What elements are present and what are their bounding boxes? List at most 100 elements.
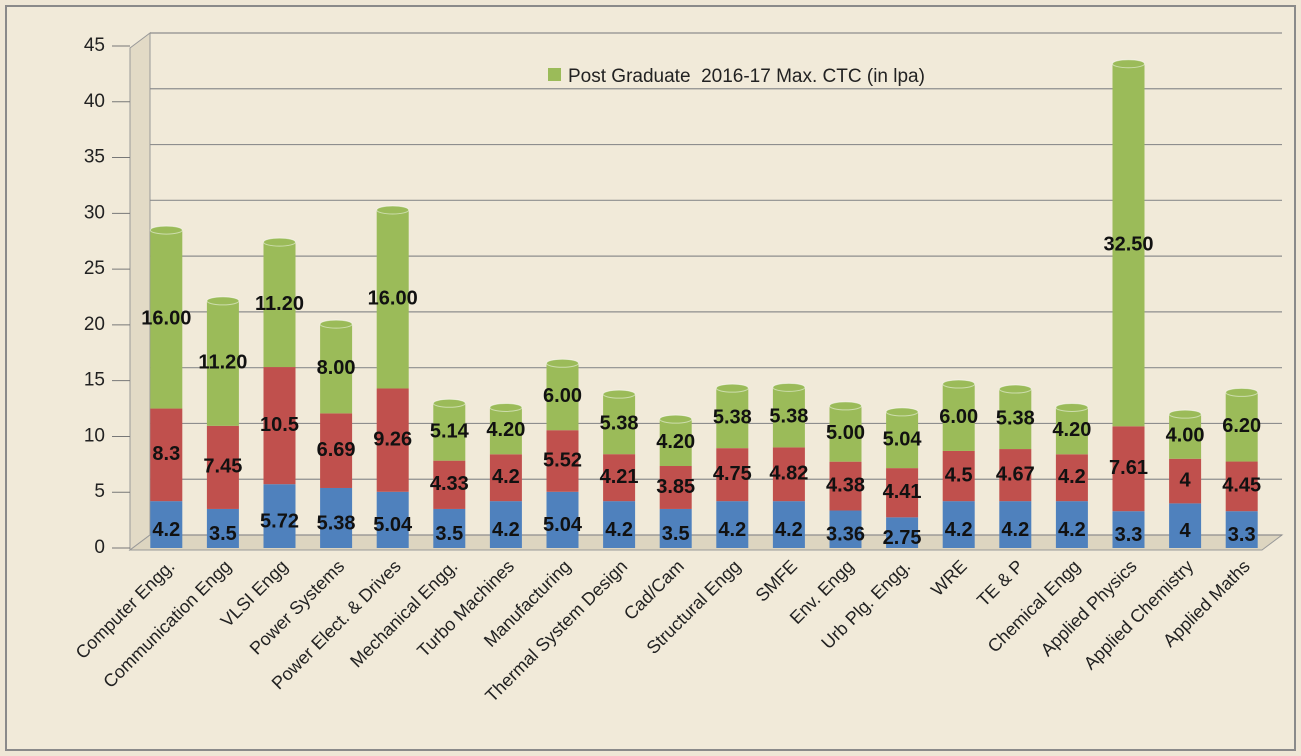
bar-segment <box>1225 511 1258 548</box>
bar-segment <box>263 484 296 548</box>
bar-top <box>376 205 410 215</box>
data-label: 5.38 <box>769 406 808 428</box>
bar-segment <box>433 508 466 548</box>
bar-top <box>149 225 183 235</box>
bar-top <box>1112 59 1145 69</box>
data-label: 4.2 <box>775 519 803 541</box>
data-label: 5.72 <box>260 510 299 532</box>
data-label: 5.38 <box>600 412 639 434</box>
data-label: 3.5 <box>662 523 690 545</box>
bar-top <box>829 401 862 411</box>
bar-segment <box>263 367 296 485</box>
data-label: 2.75 <box>883 527 922 549</box>
bar-segment <box>263 242 296 368</box>
bar-top <box>772 382 806 392</box>
bar-top <box>602 389 636 399</box>
data-label: 11.20 <box>255 293 304 315</box>
data-label: 7.61 <box>1109 457 1148 479</box>
bar-segment <box>829 405 862 462</box>
data-label: 3.85 <box>656 476 695 498</box>
data-label: 3.36 <box>826 524 865 546</box>
y-tick-label: 45 <box>84 35 105 56</box>
bar-segment <box>150 501 183 548</box>
bar-segment <box>886 517 919 548</box>
legend: Post Graduate 2016-17 Max. CTC (in lpa) <box>548 62 928 92</box>
bar-segment <box>829 510 862 548</box>
bar-segment <box>999 389 1032 450</box>
data-label: 11.20 <box>198 352 247 374</box>
data-label: 4.2 <box>152 519 180 541</box>
data-label: 3.5 <box>209 523 237 545</box>
bar-segment <box>603 394 636 455</box>
data-label: 5.04 <box>373 514 413 536</box>
bar-segment <box>546 491 579 548</box>
bar-segment <box>320 413 353 488</box>
bar-top <box>998 384 1032 394</box>
bar-segment <box>772 387 805 448</box>
data-label: 4.21 <box>600 466 639 488</box>
bar-segment <box>659 419 692 467</box>
data-label: 4.2 <box>1001 519 1029 541</box>
bar-top <box>263 237 296 247</box>
bar-segment <box>1055 407 1088 455</box>
bar-top <box>206 296 240 306</box>
data-label: 32.50 <box>1103 233 1153 255</box>
data-label: 3.3 <box>1115 524 1143 546</box>
bar-segment <box>206 425 239 509</box>
data-label: 5.38 <box>713 406 752 428</box>
data-label: 4.67 <box>996 463 1035 485</box>
bar-segment <box>716 501 749 548</box>
bar-segment <box>376 491 409 548</box>
bar-top <box>942 379 976 389</box>
data-label: 4.00 <box>1166 425 1205 447</box>
bar-segment <box>999 501 1032 548</box>
data-label: 4.2 <box>945 519 973 541</box>
data-label: 4.2 <box>605 519 633 541</box>
bar-segment <box>320 487 353 548</box>
bar-segment <box>716 448 749 502</box>
data-label: 4.20 <box>1052 419 1091 441</box>
data-label: 4.2 <box>1058 519 1086 541</box>
bar-segment <box>1169 503 1202 548</box>
bar-top <box>319 319 353 329</box>
data-label: 16.00 <box>368 288 418 310</box>
bar-segment <box>1055 501 1088 548</box>
data-label: 5.04 <box>883 428 923 450</box>
bar-segment <box>942 384 975 451</box>
bar-segment <box>546 363 579 431</box>
bar-segment <box>1112 511 1145 548</box>
legend-swatch <box>548 68 561 81</box>
data-label: 5.38 <box>317 512 356 534</box>
bar-top <box>1168 409 1202 419</box>
bar-top <box>489 402 523 412</box>
bar-segment <box>716 388 749 449</box>
bar-segment <box>886 411 919 469</box>
bar-top <box>546 358 579 368</box>
bar-segment <box>603 454 636 502</box>
data-label: 9.26 <box>373 428 412 450</box>
data-label: 4.5 <box>945 464 973 486</box>
bar-segment <box>772 501 805 548</box>
data-label: 16.00 <box>141 308 191 330</box>
bar-segment <box>489 501 522 548</box>
bar-segment <box>1169 458 1202 504</box>
data-label: 5.52 <box>543 449 582 471</box>
y-tick-label: 40 <box>84 91 105 112</box>
data-label: 4.38 <box>826 474 865 496</box>
y-tick-label: 35 <box>84 147 105 168</box>
data-label: 6.69 <box>317 439 356 461</box>
bar-top <box>659 414 693 424</box>
bar-segment <box>999 449 1032 502</box>
bar-top <box>715 383 749 393</box>
data-label: 8.3 <box>152 443 180 465</box>
bar-segment <box>659 466 692 509</box>
data-label: 7.45 <box>203 456 242 478</box>
y-tick-label: 5 <box>94 481 105 502</box>
bar-segment <box>886 468 919 518</box>
bar-segment <box>206 508 239 548</box>
y-tick-label: 10 <box>84 425 105 446</box>
data-label: 5.14 <box>430 420 470 442</box>
data-label: 5.38 <box>996 407 1035 429</box>
data-label: 4.2 <box>492 466 520 488</box>
